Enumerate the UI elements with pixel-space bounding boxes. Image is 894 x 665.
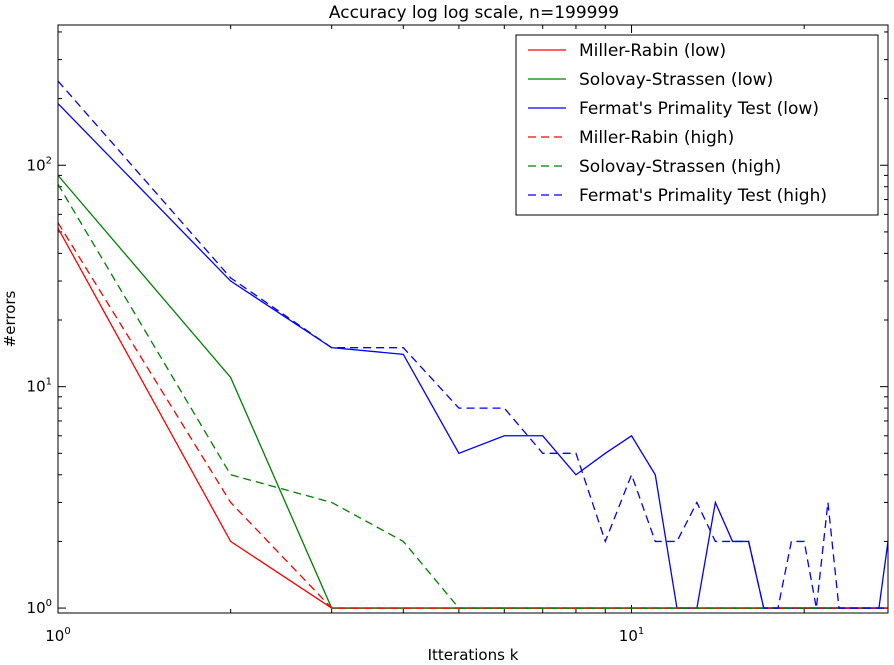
y-tick-label: 100 — [27, 598, 52, 617]
y-tick-label: 102 — [27, 155, 52, 174]
legend-label-solovay-strassen-low: Solovay-Strassen (low) — [579, 70, 773, 90]
y-tick-label-base: 10 — [27, 156, 46, 174]
lines-layer — [57, 80, 889, 609]
legend-label-fermat-s-primality-test-high: Fermat's Primality Test (high) — [579, 186, 827, 206]
series-line-fermat-s-primality-test-high — [57, 80, 888, 609]
x-tick-label: 101 — [619, 626, 644, 645]
legend-label-miller-rabin-low: Miller-Rabin (low) — [579, 41, 726, 61]
legend-label-fermat-s-primality-test-low: Fermat's Primality Test (low) — [579, 99, 819, 119]
y-tick-label-exponent: 2 — [46, 155, 52, 166]
y-tick-label-exponent: 0 — [46, 598, 52, 609]
x-axis-label: Itterations k — [428, 646, 519, 664]
series-line-solovay-strassen-high — [57, 184, 888, 609]
legend-entries: Miller-Rabin (low) Solovay-Strassen (low)… — [528, 41, 827, 206]
x-tick-label-base: 10 — [619, 627, 638, 645]
legend-label-solovay-strassen-high: Solovay-Strassen (high) — [579, 157, 781, 177]
x-tick-label-base: 10 — [45, 627, 64, 645]
y-tick-label-base: 10 — [27, 378, 46, 396]
x-tick-label-exponent: 1 — [638, 626, 644, 637]
legend-label-miller-rabin-high: Miller-Rabin (high) — [579, 128, 734, 148]
legend: Miller-Rabin (low) Solovay-Strassen (low)… — [515, 34, 879, 216]
plot-frame — [57, 24, 889, 614]
legend-box — [515, 34, 879, 216]
y-tick-label-exponent: 1 — [46, 377, 52, 388]
x-tick-label-exponent: 0 — [64, 626, 70, 637]
series-line-miller-rabin-high — [57, 222, 888, 609]
chart-title: Accuracy log log scale, n=199999 — [329, 3, 619, 23]
y-tick-label: 101 — [27, 377, 52, 396]
y-tick-label-base: 10 — [27, 599, 46, 617]
y-axis-label: #errors — [1, 290, 19, 347]
x-tick-label: 100 — [45, 626, 70, 645]
